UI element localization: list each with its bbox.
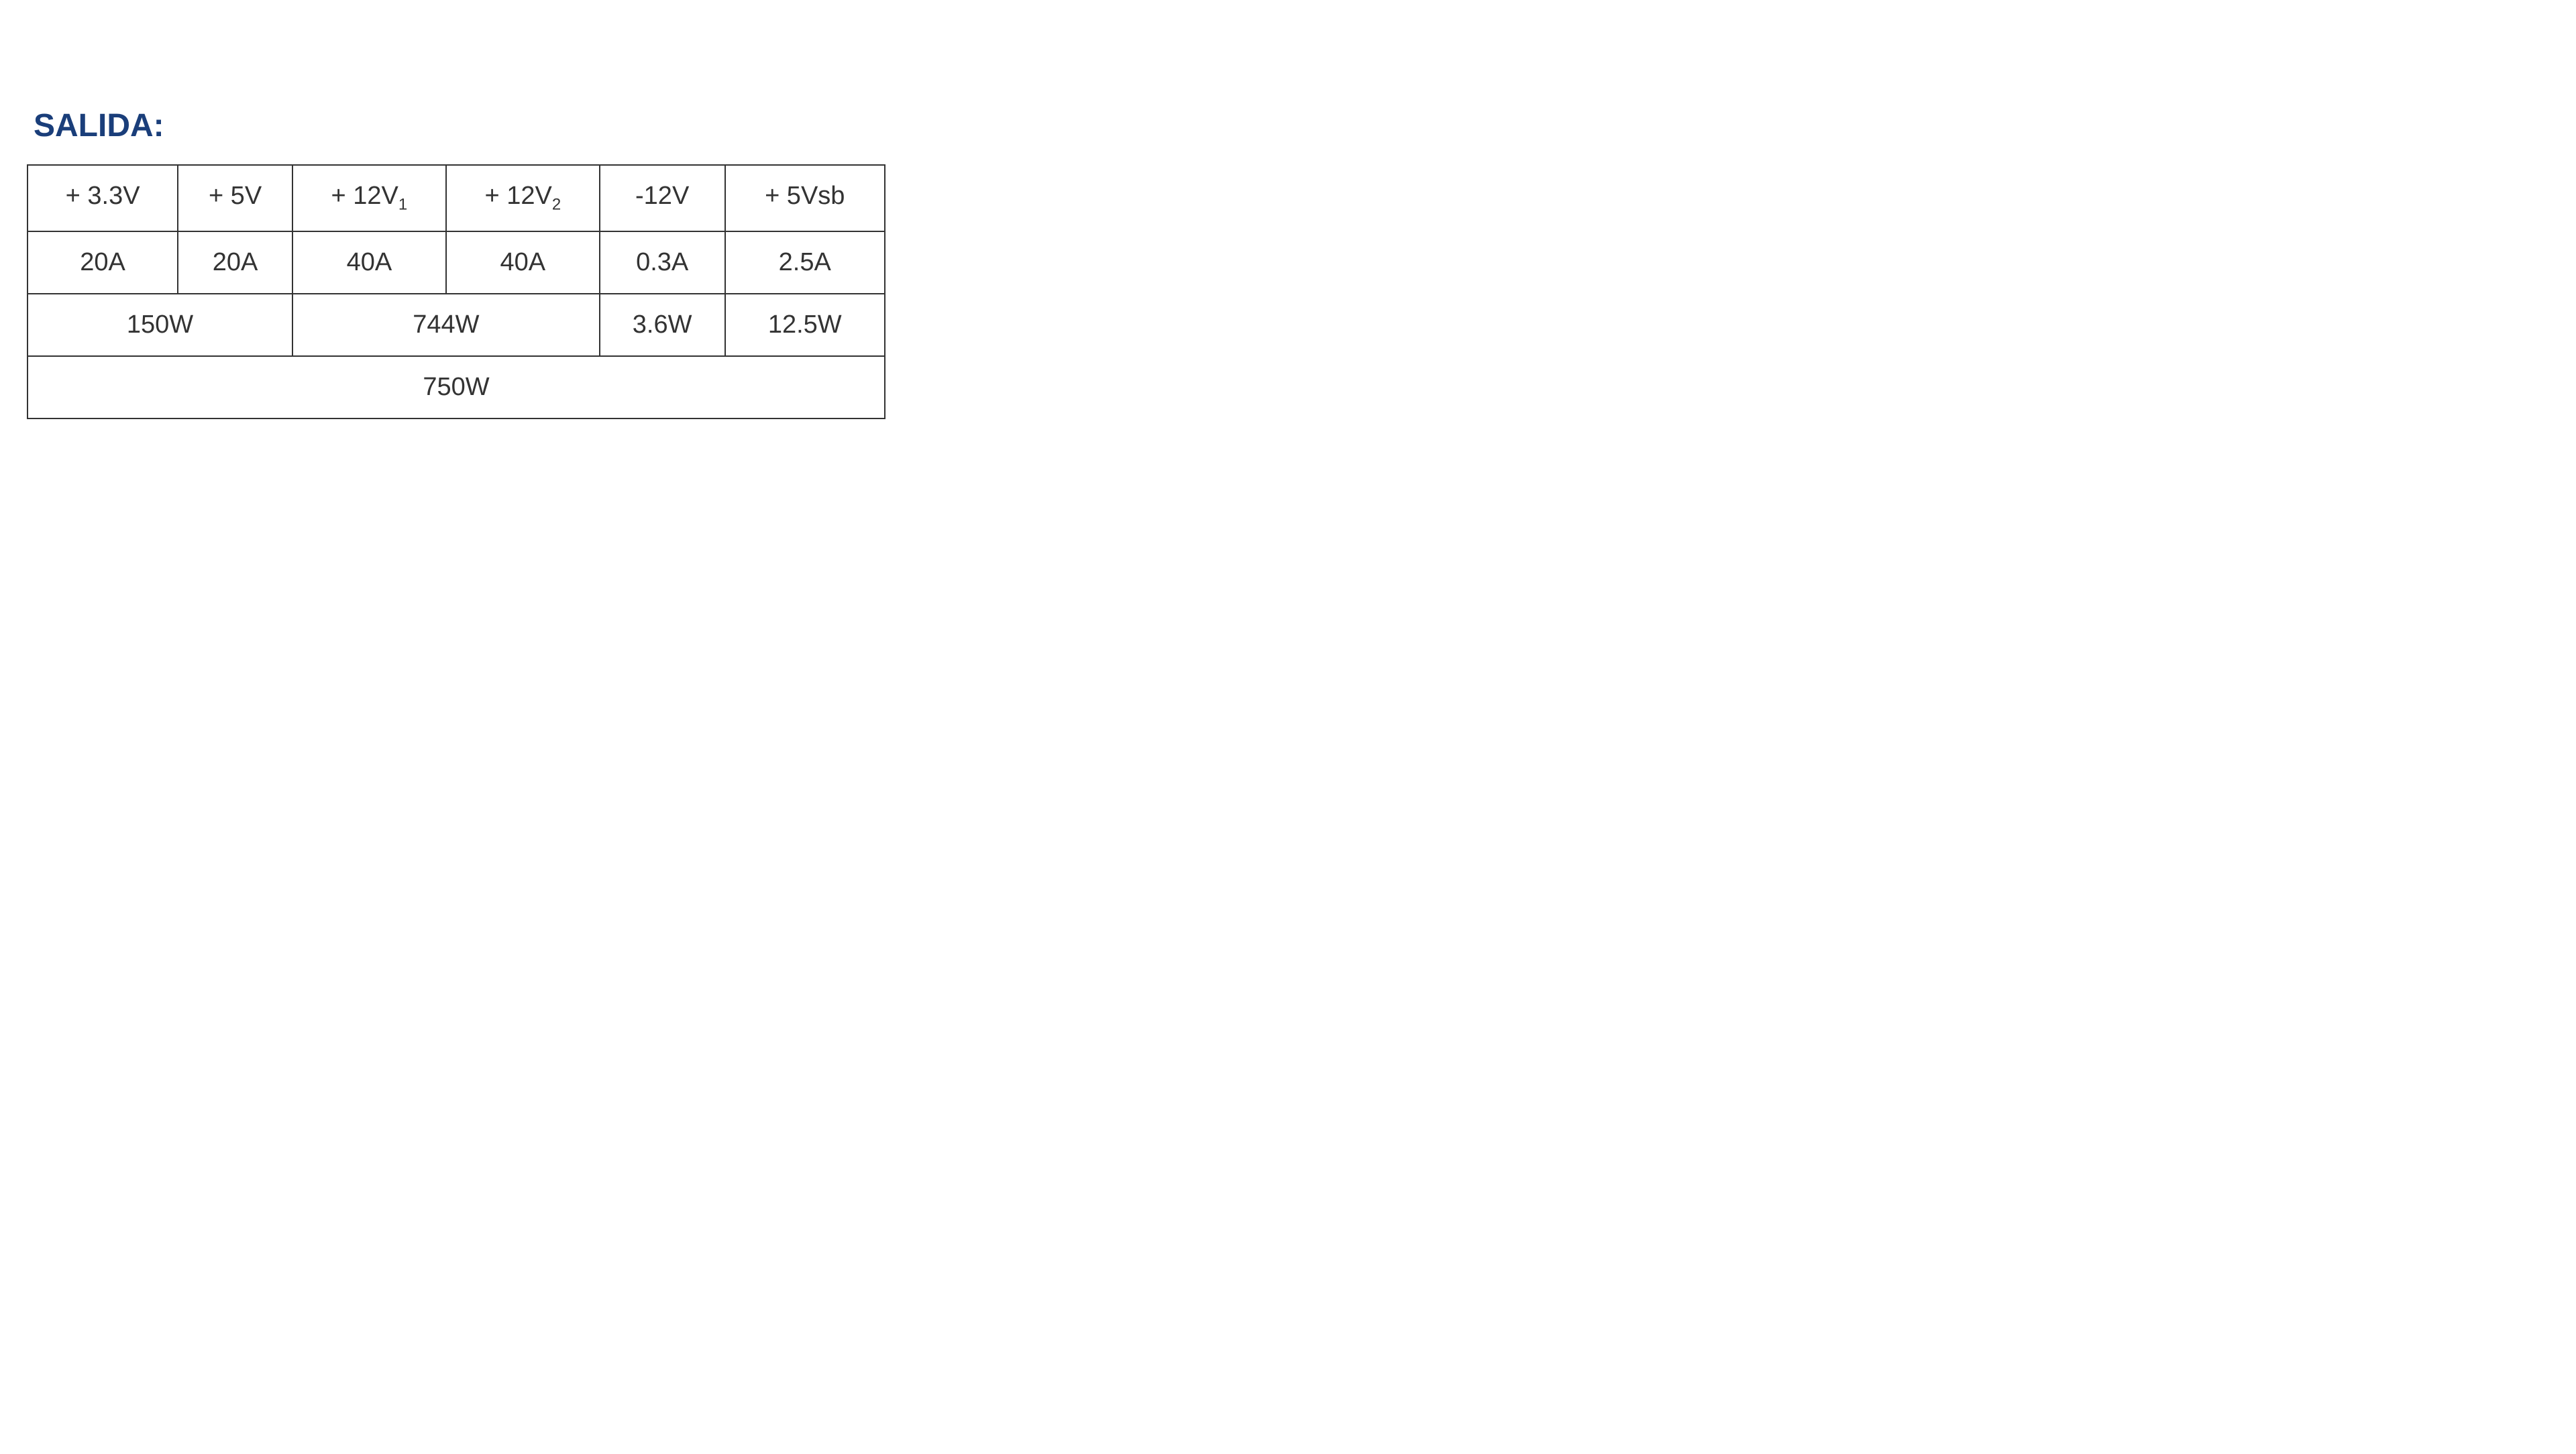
current-row: 20A 20A 40A 40A 0.3A 2.5A: [28, 231, 885, 294]
current-cell-4: 40A: [446, 231, 600, 294]
voltage-cell-6: + 5Vsb: [725, 165, 885, 231]
total-row: 750W: [28, 356, 885, 418]
voltage-cell-3: + 12V1: [292, 165, 446, 231]
wattage-cell-2: 744W: [292, 294, 600, 356]
voltage-cell-5: -12V: [600, 165, 725, 231]
current-cell-1: 20A: [28, 231, 178, 294]
wattage-cell-1: 150W: [28, 294, 292, 356]
current-cell-5: 0.3A: [600, 231, 725, 294]
current-cell-6: 2.5A: [725, 231, 885, 294]
wattage-cell-3: 3.6W: [600, 294, 725, 356]
wattage-row: 150W 744W 3.6W 12.5W: [28, 294, 885, 356]
voltage-cell-1: + 3.3V: [28, 165, 178, 231]
current-cell-2: 20A: [178, 231, 292, 294]
wattage-cell-4: 12.5W: [725, 294, 885, 356]
current-cell-3: 40A: [292, 231, 446, 294]
voltage-cell-2: + 5V: [178, 165, 292, 231]
voltage-row: + 3.3V + 5V + 12V1 + 12V2 -12V + 5Vsb: [28, 165, 885, 231]
total-cell: 750W: [28, 356, 885, 418]
voltage-cell-4: + 12V2: [446, 165, 600, 231]
table-title: SALIDA:: [34, 107, 2549, 144]
output-spec-table: + 3.3V + 5V + 12V1 + 12V2 -12V + 5Vsb 20…: [27, 164, 885, 419]
